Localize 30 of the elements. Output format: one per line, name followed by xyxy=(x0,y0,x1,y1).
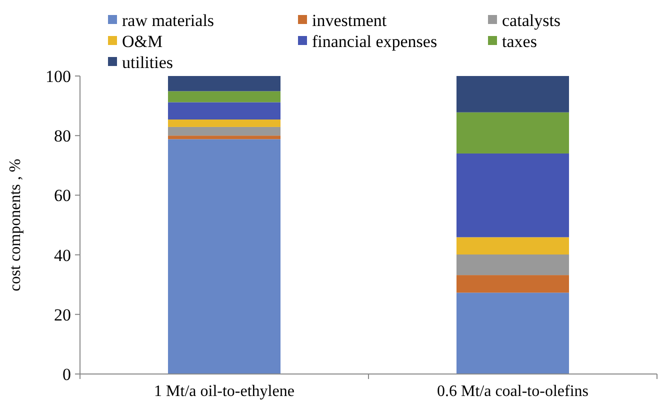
y-tick-label: 80 xyxy=(54,126,71,146)
y-tick-label: 100 xyxy=(46,66,71,86)
bar xyxy=(456,76,570,112)
legend-label: O&M xyxy=(122,32,163,51)
bar xyxy=(456,237,570,254)
y-tick-label: 0 xyxy=(62,364,71,384)
y-tick-label: 40 xyxy=(54,246,71,265)
bar xyxy=(168,102,281,120)
x-tick-label: 0.6 Mt/a coal-to-olefins xyxy=(436,383,589,400)
bar xyxy=(456,112,570,154)
x-tick-label: 1 Mt/a oil-to-ethylene xyxy=(154,383,294,400)
legend-label: raw materials xyxy=(122,10,214,30)
bar xyxy=(456,254,570,276)
y-tick-label: 60 xyxy=(54,186,71,206)
bar xyxy=(168,139,281,374)
y-axis-title: cost components , % xyxy=(7,158,24,292)
bar xyxy=(168,136,281,140)
legend-label: taxes xyxy=(502,32,537,51)
bar xyxy=(456,292,570,374)
bar xyxy=(456,275,570,293)
bar xyxy=(168,120,281,127)
y-tick-label: 20 xyxy=(54,305,71,324)
bar xyxy=(168,126,281,136)
legend-label: catalysts xyxy=(502,10,561,30)
legend-label: investment xyxy=(312,10,387,30)
bar xyxy=(168,91,281,102)
bar xyxy=(456,153,570,238)
bar xyxy=(168,76,281,92)
legend-label: financial expenses xyxy=(312,32,438,51)
legend-label: utilities xyxy=(122,52,173,72)
